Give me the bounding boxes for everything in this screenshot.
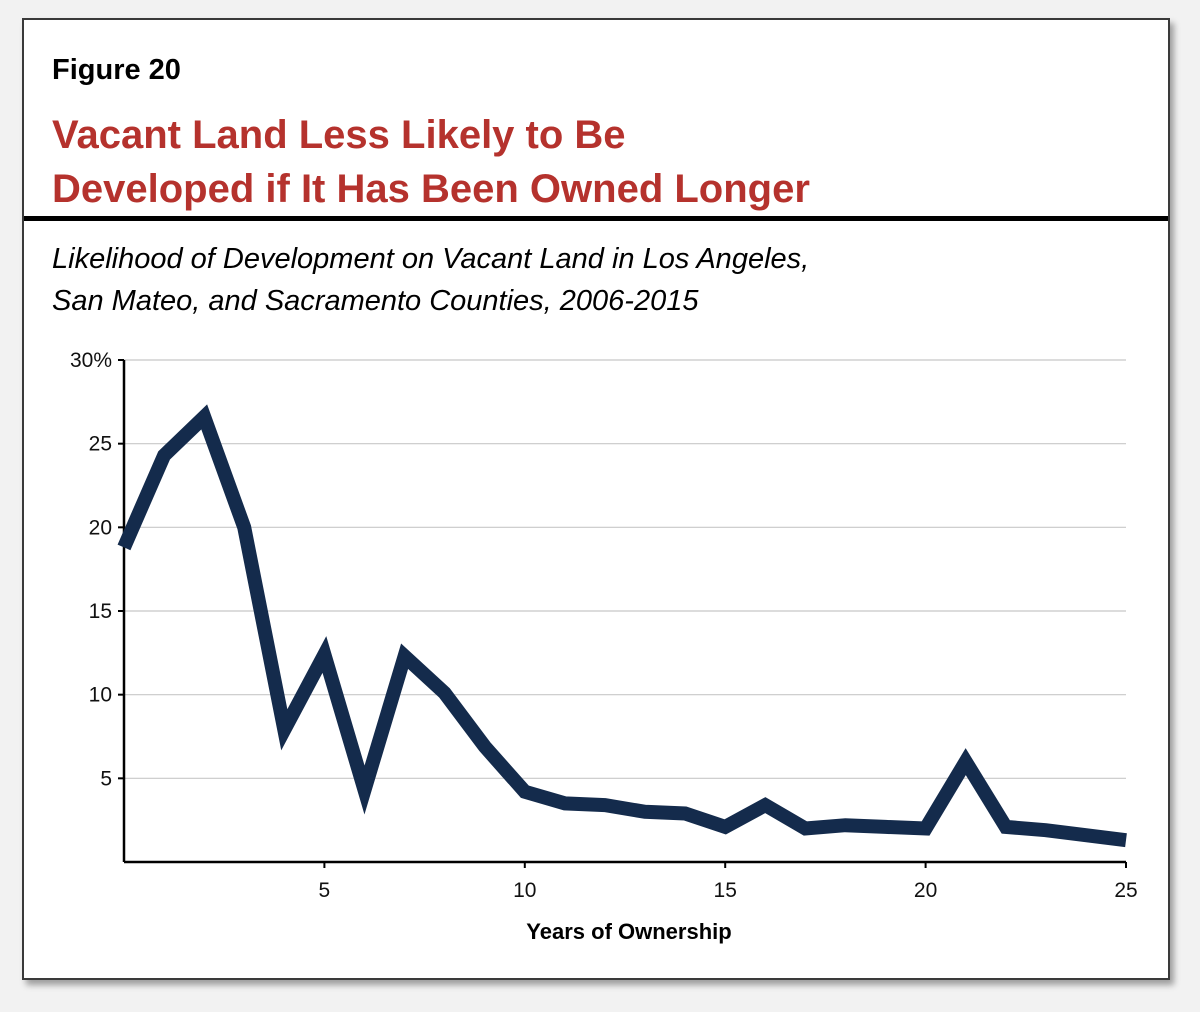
y-tick-label: 20: [89, 516, 112, 539]
figure-label: Figure 20: [52, 54, 181, 86]
figure-title-line-1: Vacant Land Less Likely to Be: [52, 113, 626, 157]
y-tick-label: 25: [89, 433, 112, 456]
y-tick-label: 15: [89, 600, 112, 623]
figure-subtitle-line-1: Likelihood of Development on Vacant Land…: [52, 243, 810, 275]
axes: [118, 359, 1127, 868]
tick-labels: 5 10 15 20 25 30% 5 10 15 20 25: [70, 349, 1138, 902]
figure-subtitle: Likelihood of Development on Vacant Land…: [52, 238, 809, 322]
y-tick-label: 5: [100, 767, 112, 790]
y-tick-label: 30%: [70, 349, 112, 372]
figure-title-line-2: Developed if It Has Been Owned Longer: [52, 167, 810, 211]
y-tick-label: 10: [89, 684, 112, 707]
series: [117, 404, 1127, 848]
figure-subtitle-line-2: San Mateo, and Sacramento Counties, 2006…: [52, 285, 699, 317]
figure-box: Figure 20 Vacant Land Less Likely to Be …: [22, 18, 1170, 980]
x-axis-title: Years of Ownership: [526, 919, 731, 944]
figure-title: Vacant Land Less Likely to Be Developed …: [52, 108, 810, 216]
x-tick-label: 15: [714, 879, 737, 902]
x-tick-label: 20: [914, 879, 937, 902]
gridlines: [124, 359, 1126, 779]
line-chart: 5 10 15 20 25 30% 5 10 15 20 25 Years of Ownership: [70, 349, 1138, 944]
x-tick-label: 10: [513, 879, 536, 902]
x-tick-label: 25: [1114, 879, 1137, 902]
x-tick-label: 5: [319, 879, 331, 902]
series-line-0: [117, 404, 1127, 848]
title-divider: [24, 216, 1168, 221]
